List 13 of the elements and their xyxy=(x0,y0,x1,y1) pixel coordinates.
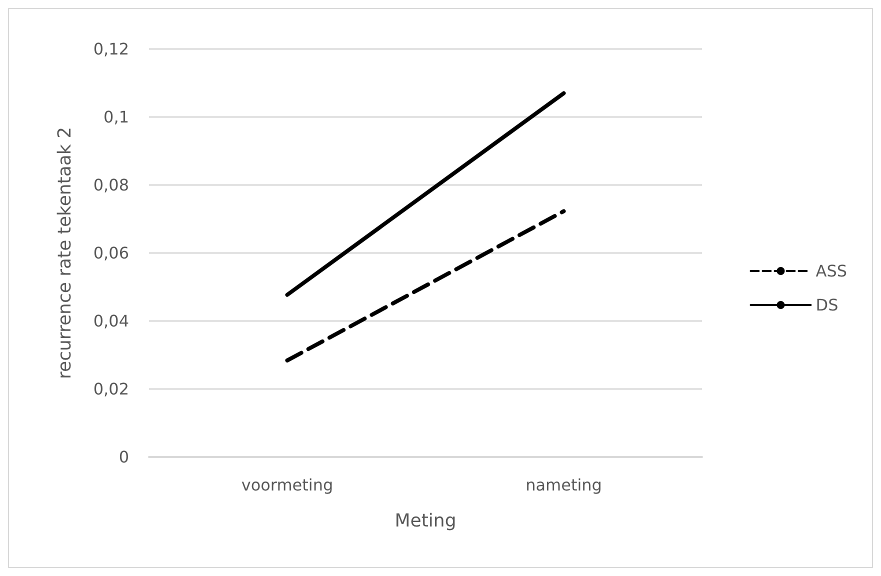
y-tick-label: 0,04 xyxy=(93,312,129,330)
legend-label: ASS xyxy=(816,262,848,280)
y-tick-label: 0,02 xyxy=(93,380,129,398)
y-tick-label: 0,06 xyxy=(93,244,129,262)
x-tick-label: voormeting xyxy=(241,476,334,494)
x-tick-label: nameting xyxy=(526,476,602,494)
y-tick-label: 0,08 xyxy=(93,176,129,194)
y-tick-label: 0,12 xyxy=(93,40,129,58)
legend-label: DS xyxy=(816,296,838,314)
y-tick-label: 0 xyxy=(118,448,129,466)
x-axis-title: Meting xyxy=(394,510,456,532)
y-axis-title: recurrence rate tekentaak 2 xyxy=(54,126,76,380)
y-tick-label: 0,1 xyxy=(104,108,129,126)
